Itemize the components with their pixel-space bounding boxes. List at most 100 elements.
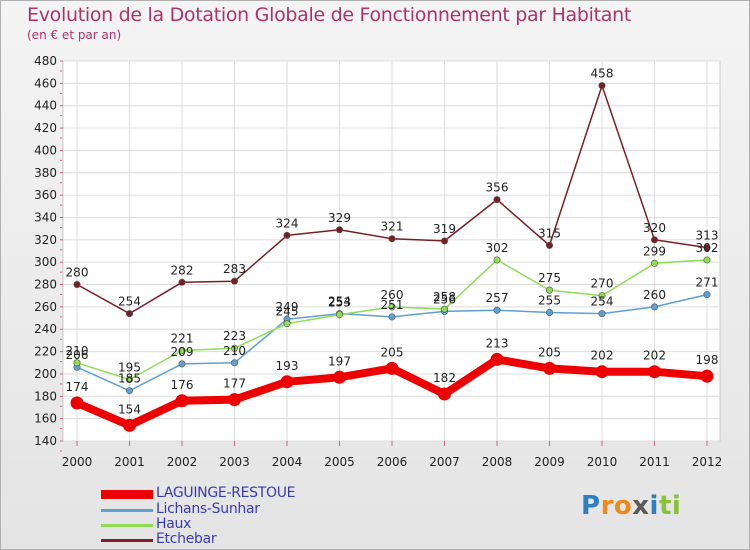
data-point-haux [650, 259, 658, 267]
data-label-etchebar: 282 [171, 263, 194, 277]
data-point-etchebar [126, 310, 134, 318]
legend-swatch [101, 539, 153, 542]
data-point-haux [335, 311, 343, 319]
legend-swatch [101, 509, 153, 512]
data-point-haux [703, 256, 711, 264]
data-label-etchebar: 458 [591, 67, 614, 81]
data-point-laguinge-restoue [70, 396, 84, 410]
data-point-haux [283, 320, 291, 328]
data-label-etchebar: 313 [696, 229, 719, 243]
x-tick-label: 2003 [219, 455, 250, 469]
data-label-etchebar: 329 [328, 211, 351, 225]
x-tick-label: 2005 [324, 455, 355, 469]
data-point-laguinge-restoue [280, 375, 294, 389]
data-point-lichans-sunhar [388, 313, 396, 321]
y-tick-label: 160 [34, 412, 57, 426]
data-point-etchebar [440, 237, 448, 245]
legend-swatch [101, 490, 153, 499]
data-label-laguinge-restoue: 205 [538, 345, 561, 359]
data-label-laguinge-restoue: 213 [486, 336, 509, 350]
data-label-haux: 270 [591, 277, 614, 291]
x-tick-label: 2009 [534, 455, 565, 469]
data-label-lichans-sunhar: 271 [696, 276, 719, 290]
data-point-laguinge-restoue [175, 394, 189, 408]
data-point-lichans-sunhar [126, 387, 134, 395]
x-tick-label: 2010 [587, 455, 618, 469]
y-tick-label: 440 [34, 99, 57, 113]
data-point-etchebar [388, 235, 396, 243]
x-tick-label: 2000 [62, 455, 93, 469]
data-label-lichans-sunhar: 256 [433, 292, 456, 306]
data-point-etchebar [283, 231, 291, 239]
data-point-laguinge-restoue [700, 369, 714, 383]
data-label-lichans-sunhar: 209 [171, 345, 194, 359]
y-tick-label: 180 [34, 389, 57, 403]
data-label-haux: 245 [276, 305, 299, 319]
data-label-lichans-sunhar: 254 [328, 295, 351, 309]
data-label-etchebar: 280 [66, 266, 89, 280]
legend-label: Lichans-Sunhar [156, 501, 260, 517]
data-point-haux [231, 344, 239, 352]
data-point-etchebar [335, 226, 343, 234]
y-tick-label: 300 [34, 255, 57, 269]
data-point-lichans-sunhar [545, 308, 553, 316]
data-label-etchebar: 324 [276, 216, 299, 230]
data-label-lichans-sunhar: 257 [486, 291, 509, 305]
data-point-laguinge-restoue [333, 370, 346, 384]
data-label-laguinge-restoue: 176 [171, 378, 194, 392]
logo-letter: i [671, 491, 682, 521]
legend-label: Etchebar [156, 531, 217, 547]
data-label-laguinge-restoue: 197 [328, 354, 351, 368]
y-tick-label: 340 [34, 210, 57, 224]
logo-letter: x [632, 491, 650, 521]
y-tick-label: 320 [34, 233, 57, 247]
data-point-lichans-sunhar [703, 291, 711, 299]
data-point-laguinge-restoue [595, 365, 609, 379]
data-label-etchebar: 283 [223, 262, 246, 276]
legend-label: LAGUINGE-RESTOUE [156, 485, 296, 501]
data-label-laguinge-restoue: 202 [643, 349, 666, 363]
data-label-laguinge-restoue: 198 [696, 353, 719, 367]
x-tick-label: 2004 [272, 455, 303, 469]
data-label-laguinge-restoue: 193 [276, 359, 299, 373]
logo-letter: t [658, 491, 672, 521]
data-label-haux: 299 [643, 244, 666, 258]
data-label-lichans-sunhar: 206 [66, 348, 89, 362]
logo-letter: r [600, 491, 614, 521]
proxiti-logo: Proxiti [581, 491, 681, 521]
data-point-lichans-sunhar [178, 360, 186, 368]
data-point-laguinge-restoue [490, 352, 504, 366]
data-point-lichans-sunhar [598, 310, 606, 318]
x-tick-label: 2011 [639, 455, 670, 469]
data-labels-group: 280 254 282 283 324 329 321 319 356 315 458 320 313 2… [66, 67, 719, 417]
data-label-haux: 302 [696, 241, 719, 255]
data-label-laguinge-restoue: 182 [433, 371, 456, 385]
data-point-etchebar [493, 196, 501, 204]
data-label-etchebar: 319 [433, 222, 456, 236]
data-point-laguinge-restoue [648, 365, 661, 379]
data-label-lichans-sunhar: 255 [538, 293, 561, 307]
data-label-haux: 253 [328, 296, 351, 310]
x-tick-label: 2012 [692, 455, 723, 469]
data-label-etchebar: 320 [643, 221, 666, 235]
y-tick-label: 460 [34, 76, 57, 90]
logo-letter: o [613, 491, 633, 521]
data-label-etchebar: 254 [118, 295, 141, 309]
data-point-etchebar [73, 281, 81, 289]
data-label-laguinge-restoue: 154 [118, 402, 141, 416]
data-label-haux: 302 [486, 241, 509, 255]
axes: 140 160 180 200 220 240 260 280 300 320 340 360 380 4… [34, 54, 722, 469]
data-point-etchebar [545, 241, 553, 249]
data-label-laguinge-restoue: 205 [381, 345, 404, 359]
data-label-lichans-sunhar: 254 [591, 295, 614, 309]
logo-letter: i [649, 491, 659, 521]
data-label-lichans-sunhar: 210 [223, 344, 246, 358]
x-tick-label: 2006 [377, 455, 408, 469]
data-point-lichans-sunhar [650, 303, 658, 311]
data-point-etchebar [703, 244, 711, 252]
data-point-haux [598, 292, 606, 300]
series-group [70, 82, 714, 432]
y-tick-label: 260 [34, 300, 57, 314]
